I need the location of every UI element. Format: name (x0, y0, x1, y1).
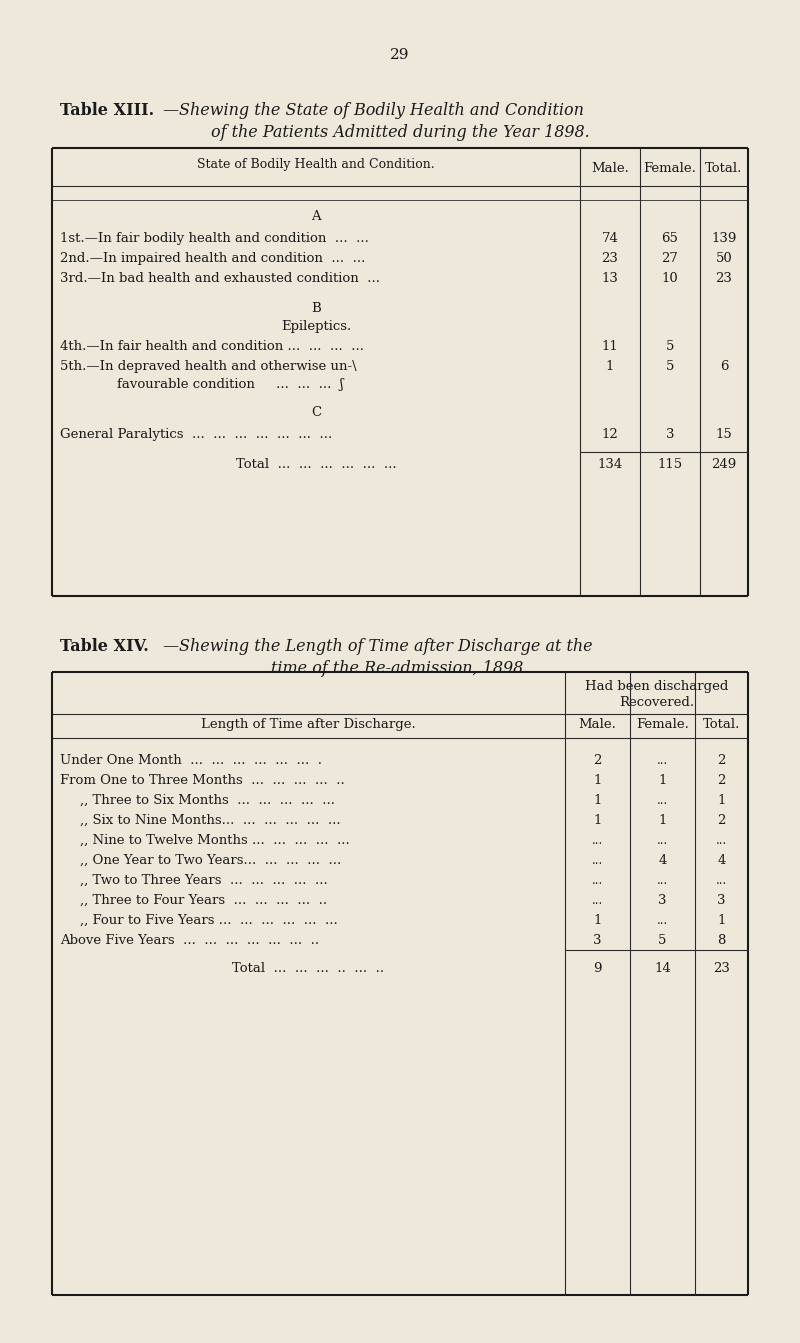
Text: 74: 74 (602, 232, 618, 244)
Text: 50: 50 (716, 252, 732, 265)
Text: 1: 1 (606, 360, 614, 373)
Text: 23: 23 (715, 273, 733, 285)
Text: 11: 11 (602, 340, 618, 353)
Text: 2: 2 (718, 774, 726, 787)
Text: ,, Three to Four Years  ...  ...  ...  ...  ..: ,, Three to Four Years ... ... ... ... .… (80, 894, 327, 907)
Text: 1: 1 (658, 814, 666, 827)
Text: 15: 15 (716, 428, 732, 441)
Text: General Paralytics  ...  ...  ...  ...  ...  ...  ...: General Paralytics ... ... ... ... ... .… (60, 428, 332, 441)
Text: 65: 65 (662, 232, 678, 244)
Text: 3: 3 (718, 894, 726, 907)
Text: 1st.—In fair bodily health and condition  ...  ...: 1st.—In fair bodily health and condition… (60, 232, 369, 244)
Text: Female.: Female. (643, 163, 697, 175)
Text: 1: 1 (594, 814, 602, 827)
Text: 12: 12 (602, 428, 618, 441)
Text: 2: 2 (594, 753, 602, 767)
Text: Epileptics.: Epileptics. (281, 320, 351, 333)
Text: ...: ... (592, 854, 603, 868)
Text: 5: 5 (666, 360, 674, 373)
Text: ,, Three to Six Months  ...  ...  ...  ...  ...: ,, Three to Six Months ... ... ... ... .… (80, 794, 335, 807)
Text: —Shewing the State of Bodily Health and Condition: —Shewing the State of Bodily Health and … (163, 102, 584, 120)
Text: 5th.—In depraved health and otherwise un-\: 5th.—In depraved health and otherwise un… (60, 360, 357, 373)
Text: 3: 3 (594, 933, 602, 947)
Text: ...: ... (716, 834, 727, 847)
Text: 9: 9 (594, 962, 602, 975)
Text: 139: 139 (711, 232, 737, 244)
Text: Recovered.: Recovered. (619, 696, 694, 709)
Text: 4: 4 (718, 854, 726, 868)
Text: 4th.—In fair health and condition ...  ...  ...  ...: 4th.—In fair health and condition ... ..… (60, 340, 364, 353)
Text: ,, Two to Three Years  ...  ...  ...  ...  ...: ,, Two to Three Years ... ... ... ... ..… (80, 874, 328, 886)
Text: ...: ... (657, 915, 668, 927)
Text: 115: 115 (658, 458, 682, 471)
Text: favourable condition     ...  ...  ...  ʃ: favourable condition ... ... ... ʃ (117, 377, 343, 391)
Text: 1: 1 (658, 774, 666, 787)
Text: 1: 1 (718, 915, 726, 927)
Text: 29: 29 (390, 48, 410, 62)
Text: Total  ...  ...  ...  ..  ...  ..: Total ... ... ... .. ... .. (233, 962, 385, 975)
Text: 4: 4 (658, 854, 666, 868)
Text: 134: 134 (598, 458, 622, 471)
Text: 2: 2 (718, 753, 726, 767)
Text: 1: 1 (594, 915, 602, 927)
Text: Table XIII.: Table XIII. (60, 102, 154, 120)
Text: 1: 1 (718, 794, 726, 807)
Text: Above Five Years  ...  ...  ...  ...  ...  ...  ..: Above Five Years ... ... ... ... ... ...… (60, 933, 319, 947)
Text: Male.: Male. (591, 163, 629, 175)
Text: 23: 23 (602, 252, 618, 265)
Text: 3rd.—In bad health and exhausted condition  ...: 3rd.—In bad health and exhausted conditi… (60, 273, 380, 285)
Text: ...: ... (657, 874, 668, 886)
Text: Under One Month  ...  ...  ...  ...  ...  ...  .: Under One Month ... ... ... ... ... ... … (60, 753, 322, 767)
Text: 8: 8 (718, 933, 726, 947)
Text: Female.: Female. (636, 719, 689, 731)
Text: ...: ... (657, 753, 668, 767)
Text: Male.: Male. (578, 719, 617, 731)
Text: —Shewing the Length of Time after Discharge at the: —Shewing the Length of Time after Discha… (163, 638, 593, 655)
Text: State of Bodily Health and Condition.: State of Bodily Health and Condition. (197, 158, 435, 171)
Text: Total  ...  ...  ...  ...  ...  ...: Total ... ... ... ... ... ... (236, 458, 396, 471)
Text: ,, Six to Nine Months...  ...  ...  ...  ...  ...: ,, Six to Nine Months... ... ... ... ...… (80, 814, 341, 827)
Text: B: B (311, 302, 321, 316)
Text: A: A (311, 210, 321, 223)
Text: 14: 14 (654, 962, 671, 975)
Text: 3: 3 (666, 428, 674, 441)
Text: ...: ... (592, 874, 603, 886)
Text: 6: 6 (720, 360, 728, 373)
Text: ...: ... (716, 874, 727, 886)
Text: ...: ... (657, 794, 668, 807)
Text: 249: 249 (711, 458, 737, 471)
Text: Had been discharged: Had been discharged (585, 680, 728, 693)
Text: Length of Time after Discharge.: Length of Time after Discharge. (201, 719, 416, 731)
Text: Table XIV.: Table XIV. (60, 638, 149, 655)
Text: ...: ... (592, 834, 603, 847)
Text: 2: 2 (718, 814, 726, 827)
Text: ,, Four to Five Years ...  ...  ...  ...  ...  ...: ,, Four to Five Years ... ... ... ... ..… (80, 915, 338, 927)
Text: From One to Three Months  ...  ...  ...  ...  ..: From One to Three Months ... ... ... ...… (60, 774, 345, 787)
Text: ...: ... (592, 894, 603, 907)
Text: 5: 5 (666, 340, 674, 353)
Text: ...: ... (657, 834, 668, 847)
Text: 10: 10 (662, 273, 678, 285)
Text: Total.: Total. (703, 719, 740, 731)
Text: 2nd.—In impaired health and condition  ...  ...: 2nd.—In impaired health and condition ..… (60, 252, 366, 265)
Text: 27: 27 (662, 252, 678, 265)
Text: ,, Nine to Twelve Months ...  ...  ...  ...  ...: ,, Nine to Twelve Months ... ... ... ...… (80, 834, 350, 847)
Text: Total.: Total. (706, 163, 742, 175)
Text: 3: 3 (658, 894, 666, 907)
Text: ,, One Year to Two Years...  ...  ...  ...  ...: ,, One Year to Two Years... ... ... ... … (80, 854, 342, 868)
Text: C: C (311, 406, 321, 419)
Text: of the Patients Admitted during the Year 1898.: of the Patients Admitted during the Year… (210, 124, 590, 141)
Text: 1: 1 (594, 774, 602, 787)
Text: 13: 13 (602, 273, 618, 285)
Text: 1: 1 (594, 794, 602, 807)
Text: 5: 5 (658, 933, 666, 947)
Text: time of the Re-admission, 1898.: time of the Re-admission, 1898. (271, 659, 529, 677)
Text: 23: 23 (713, 962, 730, 975)
